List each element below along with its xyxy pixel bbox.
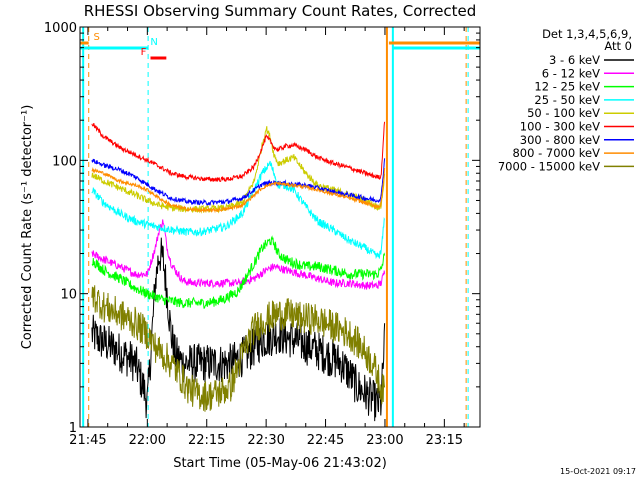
series-line (91, 126, 386, 214)
series-line (91, 121, 386, 183)
flag-label: N (150, 37, 157, 48)
flag-label: F (141, 47, 147, 58)
legend-entry-label: 50 - 100 keV (527, 106, 600, 120)
x-tick-label: 21:45 (69, 433, 106, 448)
y-tick-label: 10 (60, 288, 77, 303)
legend-entry-label: 800 - 7000 keV (512, 146, 600, 160)
series-line (91, 219, 386, 290)
series-line (91, 235, 386, 309)
legend-entry-label: 300 - 800 keV (520, 133, 600, 147)
x-tick-label: 22:30 (247, 433, 284, 448)
series-line (91, 160, 386, 260)
legend-entry-label: 100 - 300 keV (520, 120, 600, 134)
x-axis-label: Start Time (05-May-06 21:43:02) (173, 456, 387, 471)
flag-label: S (94, 32, 100, 43)
legend-header: Det 1,3,4,5,6,9, (542, 27, 632, 41)
y-tick-label: 100 (52, 154, 77, 169)
legend-entry-label: 12 - 25 keV (534, 80, 600, 94)
legend-header: Att 0 (604, 39, 632, 53)
legend-entry-label: 7000 - 15000 keV (498, 159, 600, 173)
timestamp: 15-Oct-2021 09:17 (560, 467, 636, 476)
x-tick-label: 22:45 (307, 433, 344, 448)
x-tick-label: 23:15 (426, 433, 463, 448)
x-tick-label: 22:00 (129, 433, 166, 448)
series-line (91, 166, 386, 214)
x-tick-label: 22:15 (188, 433, 225, 448)
plot-frame (79, 26, 481, 428)
y-tick-label: 1 (69, 421, 77, 436)
series-line (91, 285, 386, 412)
legend-entry-label: 6 - 12 keV (542, 66, 600, 80)
legend-entry-label: 3 - 6 keV (549, 53, 600, 67)
legend-entry-label: 25 - 50 keV (534, 93, 600, 107)
chart-title: RHESSI Observing Summary Count Rates, Co… (84, 2, 477, 20)
y-tick-label: 1000 (44, 21, 77, 36)
y-axis-label: Corrected Count Rate (s⁻¹ detector⁻¹) (20, 105, 35, 350)
series-line (91, 237, 386, 422)
x-tick-label: 23:00 (366, 433, 403, 448)
series-line (91, 158, 386, 206)
